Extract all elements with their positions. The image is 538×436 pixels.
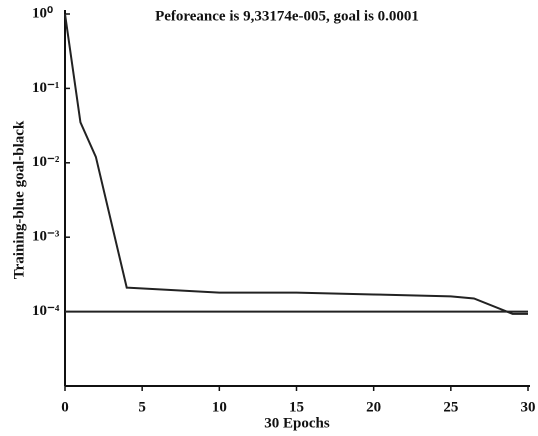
x-tick-label: 30: [521, 399, 536, 415]
x-tick-label: 10: [212, 399, 227, 415]
x-tick-label: 5: [138, 399, 146, 415]
chart-title: Peforeance is 9,33174e-005, goal is 0.00…: [155, 8, 419, 24]
data-line: [64, 13, 528, 315]
y-tick-label: 10⁰: [32, 5, 53, 21]
y-tick-label: 10⁻³: [32, 229, 60, 245]
x-tick-label: 15: [289, 399, 304, 415]
y-tick-label: 10⁻¹: [32, 80, 59, 96]
x-tick-label: 25: [443, 399, 458, 415]
y-tick-label: 10⁻⁴: [32, 303, 60, 319]
x-tick-label: 20: [366, 399, 381, 415]
y-tick-label: 10⁻²: [32, 154, 60, 170]
y-axis-label: Training-blue goal-black: [11, 120, 27, 279]
x-axis-label: 30 Epochs: [264, 415, 330, 431]
x-tick-label: 0: [61, 399, 69, 415]
